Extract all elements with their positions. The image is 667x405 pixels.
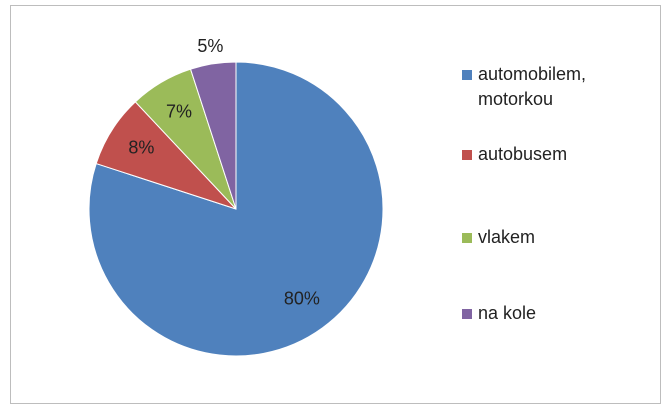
legend-swatch — [462, 70, 472, 80]
data-label: 80% — [284, 288, 320, 308]
legend-swatch — [462, 309, 472, 319]
legend-label: na kole — [478, 303, 536, 323]
data-label: 8% — [128, 138, 154, 158]
legend-label: vlakem — [478, 227, 535, 247]
legend-swatch — [462, 150, 472, 160]
legend-label: autobusem — [478, 144, 567, 164]
data-label: 5% — [197, 36, 223, 56]
data-label: 7% — [166, 101, 192, 121]
legend-label: automobilem, motorkou — [478, 64, 586, 109]
legend-swatch — [462, 233, 472, 243]
pie-slice — [189, 61, 237, 210]
